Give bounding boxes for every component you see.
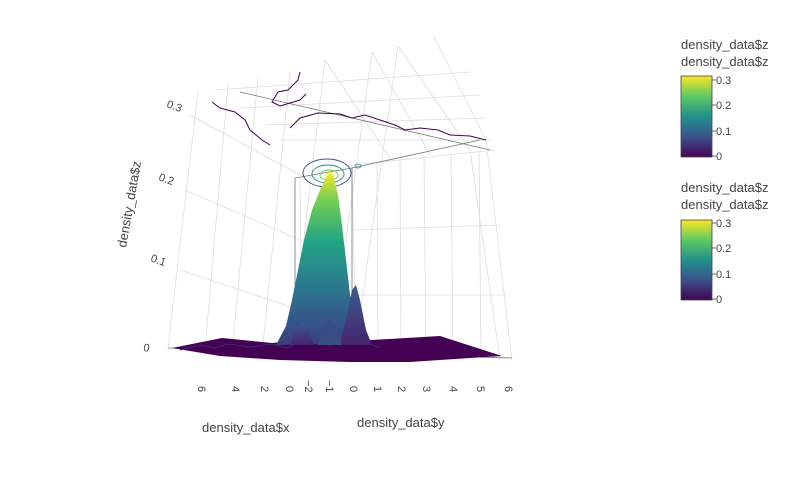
surface xyxy=(172,172,502,362)
colorbar-2-tick-0: 0.3 xyxy=(716,218,731,230)
z-axis: 0 0.1 0.2 0.3 density_data$z xyxy=(114,99,183,355)
main-peak xyxy=(276,172,362,345)
colorbar-1-tick-2: 0.1 xyxy=(716,126,731,138)
x-axis-title: density_data$x xyxy=(202,420,290,435)
colorbar-1-gradient xyxy=(680,75,713,158)
y-tick-5: 4 xyxy=(447,386,459,392)
z-tick-1: 0.1 xyxy=(149,253,167,270)
x-axis: 6 4 2 0 −2 density_data$x xyxy=(195,380,314,435)
secondary-peak-left xyxy=(290,322,314,345)
z-axis-title: density_data$z xyxy=(114,160,144,249)
x-tick-2: 2 xyxy=(258,386,270,392)
x-tick-1: 4 xyxy=(229,386,241,392)
y-axis: −1 0 1 2 3 4 5 6 density_data$y xyxy=(323,380,514,430)
y-tick-6: 5 xyxy=(474,386,486,392)
colorbar-1-title-line1: density_data$z xyxy=(681,37,768,52)
x-tick-0: 6 xyxy=(195,386,207,392)
z-tick-3: 0.3 xyxy=(165,99,183,116)
y-tick-0: −1 xyxy=(323,380,335,393)
y-tick-7: 6 xyxy=(502,386,514,392)
secondary-peak-right xyxy=(340,285,372,345)
back-wall-contour xyxy=(211,71,487,146)
x-tick-3: 0 xyxy=(283,386,295,392)
colorbar-1-title-line2: density_data$z xyxy=(681,54,768,69)
y-tick-2: 1 xyxy=(371,386,383,392)
surface-base xyxy=(172,336,502,362)
scene-grid xyxy=(167,34,513,361)
y-tick-3: 2 xyxy=(395,386,407,392)
colorbar-2-title-line1: density_data$z xyxy=(681,180,768,195)
z-tick-0: 0 xyxy=(143,342,151,355)
colorbar-2-tick-2: 0.1 xyxy=(716,269,731,281)
secondary-peak-center xyxy=(318,318,342,345)
colorbar-1-tick-1: 0.2 xyxy=(716,100,731,112)
colorbar-2-title-line2: density_data$z xyxy=(681,197,768,212)
colorbar-1-tick-3: 0 xyxy=(716,151,722,163)
colorbar-2: density_data$z density_data$z 0.3 0.2 0.… xyxy=(680,180,768,306)
colorbar-1: density_data$z density_data$z 0.3 0.2 0.… xyxy=(680,37,768,163)
z-tick-2: 0.2 xyxy=(157,172,175,189)
y-tick-4: 3 xyxy=(420,386,432,392)
colorbar-1-tick-0: 0.3 xyxy=(716,75,731,87)
x-tick-4: −2 xyxy=(302,380,314,393)
colorbar-2-tick-3: 0 xyxy=(716,294,722,306)
y-tick-1: 0 xyxy=(347,386,359,392)
colorbar-2-gradient xyxy=(680,219,713,301)
colorbar-2-tick-1: 0.2 xyxy=(716,243,731,255)
y-axis-title: density_data$y xyxy=(357,415,445,430)
